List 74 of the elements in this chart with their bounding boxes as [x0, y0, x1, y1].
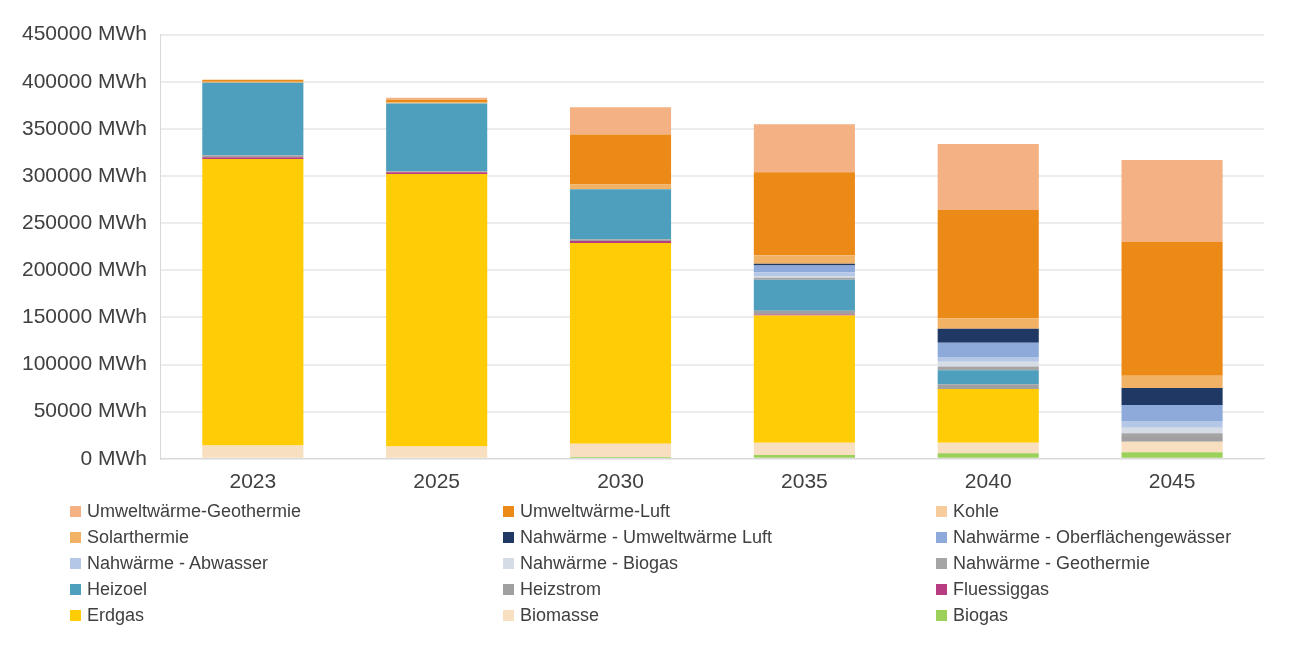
bar	[569, 184, 672, 190]
bar	[569, 443, 672, 457]
bar	[1121, 441, 1223, 453]
y-tick-label: 400000 MWh	[22, 68, 147, 92]
x-tick-label: 2030	[597, 469, 644, 493]
bar	[202, 445, 304, 458]
y-tick-label: 350000 MWh	[22, 115, 147, 139]
bar	[937, 370, 1039, 385]
bar	[753, 310, 855, 315]
legend-label: Nahwärme - Geothermie	[953, 552, 1151, 575]
bar	[753, 255, 855, 264]
legend-label: Nahwärme - Abwasser	[87, 552, 269, 575]
legend-label: Nahwärme - Oberflächengewässer	[953, 526, 1232, 549]
bar	[1121, 405, 1223, 422]
bar	[937, 389, 1039, 443]
x-tick-label: 2025	[413, 469, 461, 493]
bar	[753, 315, 855, 443]
x-tick-label: 2040	[964, 469, 1012, 493]
legend-label: Biogas	[953, 604, 1009, 627]
bar	[937, 442, 1039, 454]
bar	[386, 174, 488, 447]
bar	[753, 124, 855, 173]
bar	[753, 279, 855, 311]
y-tick-label: 300000 MWh	[22, 162, 147, 186]
bar	[753, 455, 855, 458]
legend-label: Biomasse	[520, 604, 600, 627]
bar	[937, 209, 1039, 319]
legend-label: Umweltwärme-Luft	[520, 500, 671, 523]
legend-label: Nahwärme - Umweltwärme Luft	[520, 526, 773, 549]
bar	[753, 442, 855, 456]
bar	[937, 384, 1039, 390]
legend-label: Erdgas	[87, 604, 145, 627]
bar	[202, 82, 304, 156]
bar	[937, 342, 1039, 357]
bar	[386, 446, 488, 458]
legend-label: Fluessiggas	[953, 578, 1050, 601]
legend-label: Kohle	[953, 500, 1000, 523]
legend-label: Heizstrom	[520, 578, 602, 601]
y-tick-label: 100000 MWh	[22, 351, 147, 375]
bar	[937, 328, 1039, 343]
bar	[569, 242, 672, 444]
bar	[1121, 241, 1223, 376]
y-tick-label: 150000 MWh	[22, 304, 147, 328]
bar	[753, 265, 855, 273]
x-tick-label: 2045	[1148, 469, 1196, 493]
legend-label: Heizoel	[87, 578, 148, 601]
bar	[1121, 388, 1223, 406]
bar	[1121, 375, 1223, 389]
bar	[386, 103, 488, 172]
bar	[937, 453, 1039, 458]
legend-label: Nahwärme - Biogas	[520, 552, 679, 575]
bar	[937, 143, 1039, 210]
bar	[1121, 433, 1223, 438]
legend-label: Umweltwärme-Geothermie	[87, 500, 302, 523]
y-tick-label: 250000 MWh	[22, 209, 147, 233]
y-tick-label: 0 MWh	[80, 445, 147, 469]
bar	[937, 356, 1039, 362]
bar	[569, 134, 672, 185]
bar	[1121, 421, 1223, 428]
x-tick-label: 2035	[781, 469, 828, 493]
bar	[1121, 159, 1223, 242]
x-tick-label: 2023	[229, 469, 277, 493]
bar	[569, 107, 672, 135]
bar	[937, 318, 1039, 329]
bar	[202, 159, 304, 446]
y-tick-label: 450000 MWh	[22, 21, 147, 45]
bar	[1121, 452, 1223, 458]
bar	[569, 189, 672, 240]
y-tick-label: 200000 MWh	[22, 257, 147, 281]
bar	[1121, 437, 1223, 442]
legend-label: Solarthermie	[87, 526, 190, 549]
y-tick-label: 50000 MWh	[33, 398, 147, 422]
bar	[937, 366, 1039, 371]
bar	[753, 172, 855, 256]
